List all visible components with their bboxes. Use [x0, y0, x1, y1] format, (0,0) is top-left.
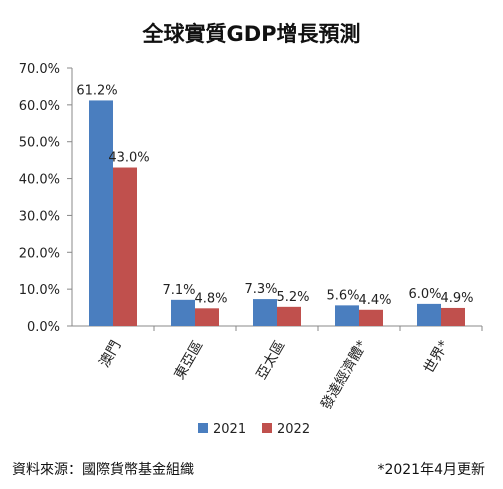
- x-tick-label: 東亞區: [172, 338, 207, 382]
- bar-2021-0: [89, 100, 113, 326]
- data-label: 5.2%: [276, 290, 309, 305]
- bar-2021-2: [253, 299, 277, 326]
- y-tick-label: 60.0%: [19, 99, 60, 114]
- bar-2022-2: [277, 306, 301, 326]
- y-tick-label: 0.0%: [27, 320, 60, 335]
- source-note: 資料來源：國際貨幣基金組織: [12, 462, 194, 478]
- data-label: 5.6%: [326, 288, 359, 303]
- bar-2021-3: [335, 305, 359, 326]
- y-tick-label: 40.0%: [19, 173, 60, 188]
- legend-label: 2021: [213, 422, 246, 437]
- chart-title: 全球實質GDP增長預測: [142, 22, 361, 46]
- legend-swatch-2021: [198, 423, 208, 433]
- legend-swatch-2022: [262, 423, 272, 433]
- bar-2021-1: [171, 299, 195, 326]
- data-label: 4.9%: [440, 291, 473, 306]
- y-tick-label: 10.0%: [19, 283, 60, 298]
- data-label: 61.2%: [76, 83, 117, 98]
- x-tick-label: 發達經濟體*: [318, 338, 370, 413]
- y-tick-label: 70.0%: [19, 62, 60, 77]
- update-note: *2021年4月更新: [377, 462, 485, 478]
- data-label: 4.8%: [194, 291, 227, 306]
- bar-2021-4: [417, 303, 441, 326]
- y-tick-label: 20.0%: [19, 246, 60, 261]
- x-tick-label: 亞太區: [254, 338, 289, 382]
- bar-2022-4: [441, 307, 465, 326]
- data-label: 7.3%: [244, 282, 277, 297]
- y-tick-label: 50.0%: [19, 136, 60, 151]
- bar-2022-3: [359, 309, 383, 326]
- data-label: 4.4%: [358, 293, 391, 308]
- data-label: 7.1%: [162, 283, 195, 298]
- y-tick-label: 30.0%: [19, 209, 60, 224]
- x-tick-label: 澳門: [97, 338, 125, 370]
- data-label: 6.0%: [408, 287, 441, 302]
- x-tick-label: 世界*: [421, 338, 452, 376]
- legend-label: 2022: [277, 422, 310, 437]
- bar-2022-0: [113, 167, 137, 326]
- bar-2022-1: [195, 308, 219, 326]
- data-label: 43.0%: [108, 151, 149, 166]
